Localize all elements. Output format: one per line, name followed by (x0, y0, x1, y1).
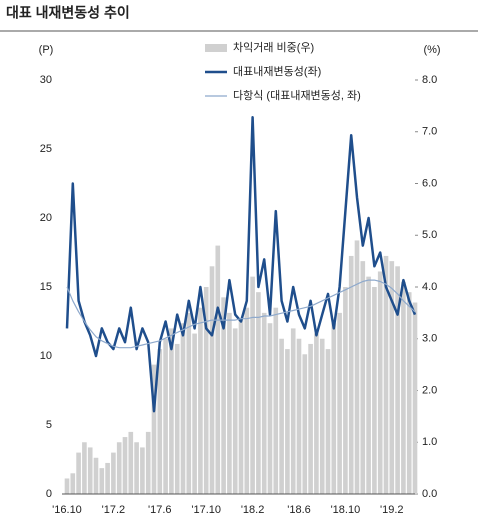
bar (169, 328, 174, 494)
bar (116, 442, 122, 494)
y2-tick-label: 1.0 (422, 436, 437, 448)
bar (134, 442, 139, 494)
line (65, 116, 417, 413)
bar (244, 307, 250, 494)
bar (105, 462, 110, 494)
line (66, 279, 416, 349)
bar (343, 287, 348, 494)
bar (128, 431, 134, 494)
bar (314, 333, 319, 494)
bar (256, 292, 261, 494)
x-tick-label: '17.6 (148, 504, 172, 516)
bar (337, 312, 342, 494)
bar (325, 349, 331, 494)
bar (261, 312, 267, 494)
y2-tick-label: 3.0 (422, 333, 437, 345)
bar (87, 447, 93, 494)
bar (232, 328, 238, 494)
x-tick-label: '17.10 (191, 504, 221, 516)
legend-label: 대표내재변동성(좌) (233, 65, 321, 78)
bar (372, 287, 377, 494)
y2-tick-label: 2.0 (422, 384, 437, 396)
bar (99, 468, 105, 494)
bar (366, 276, 371, 494)
bar (82, 442, 87, 494)
bar (401, 281, 406, 494)
bar (360, 261, 366, 494)
bar (319, 338, 325, 494)
bar (76, 452, 81, 494)
bar (227, 312, 232, 494)
bar (308, 343, 313, 494)
y2-tick-label: 7.0 (422, 126, 437, 138)
y-tick-label: 10 (40, 350, 52, 362)
bar (70, 473, 76, 494)
y-tick-label: 0 (46, 488, 52, 500)
x-tick-label: '16.10 (52, 504, 82, 516)
bar (267, 323, 273, 494)
x-tick-label: '19.2 (380, 504, 404, 516)
legend-label: 다항식 (대표내재변동성, 좌) (233, 89, 361, 102)
legend-swatch (205, 44, 227, 52)
bar (93, 457, 99, 494)
bar (285, 349, 290, 494)
bar (383, 255, 389, 494)
chart-title: 대표 내재변동성 추이 (6, 5, 130, 21)
bar (406, 292, 412, 494)
legend-label: 차익거래 비중(우) (233, 41, 314, 54)
bar (209, 266, 215, 494)
y2-tick-label: 5.0 (422, 229, 437, 241)
bar (192, 333, 197, 494)
bar (198, 307, 203, 494)
bar (174, 343, 180, 494)
y-tick-label: 30 (40, 74, 52, 86)
bar (163, 338, 168, 494)
y2-tick-label: 4.0 (422, 281, 437, 293)
bar (389, 261, 395, 494)
y-axis-label: (P) (39, 44, 54, 56)
y-tick-label: 15 (40, 281, 52, 293)
bar (331, 323, 337, 494)
bar (122, 437, 128, 494)
bar (279, 338, 284, 494)
y2-tick-label: 8.0 (422, 74, 437, 86)
bar (348, 255, 354, 494)
x-tick-label: '18.6 (287, 504, 311, 516)
bar (180, 323, 186, 494)
bar (354, 240, 360, 494)
bar (296, 338, 302, 494)
bar (395, 266, 400, 494)
y-tick-label: 20 (40, 212, 52, 224)
y-tick-label: 25 (40, 143, 52, 155)
bar (111, 452, 116, 494)
y2-tick-label: 0.0 (422, 488, 437, 500)
bar (215, 245, 221, 494)
bar (412, 302, 418, 494)
bar (290, 328, 296, 494)
bar (157, 349, 163, 494)
y2-tick-label: 6.0 (422, 177, 437, 189)
bar (302, 354, 308, 494)
x-tick-label: '17.2 (102, 504, 126, 516)
bar (64, 478, 70, 494)
bar (273, 307, 279, 494)
x-tick-label: '18.2 (241, 504, 265, 516)
bar (151, 364, 157, 494)
bar (250, 276, 255, 494)
bar (238, 318, 244, 494)
bar (203, 287, 209, 494)
bar (221, 297, 226, 494)
y2-axis-label: (%) (423, 44, 440, 56)
x-tick-label: '18.10 (331, 504, 361, 516)
bar (145, 431, 151, 494)
bar (140, 447, 145, 494)
y-tick-label: 5 (46, 419, 52, 431)
bar (377, 271, 383, 494)
bar (186, 312, 192, 494)
